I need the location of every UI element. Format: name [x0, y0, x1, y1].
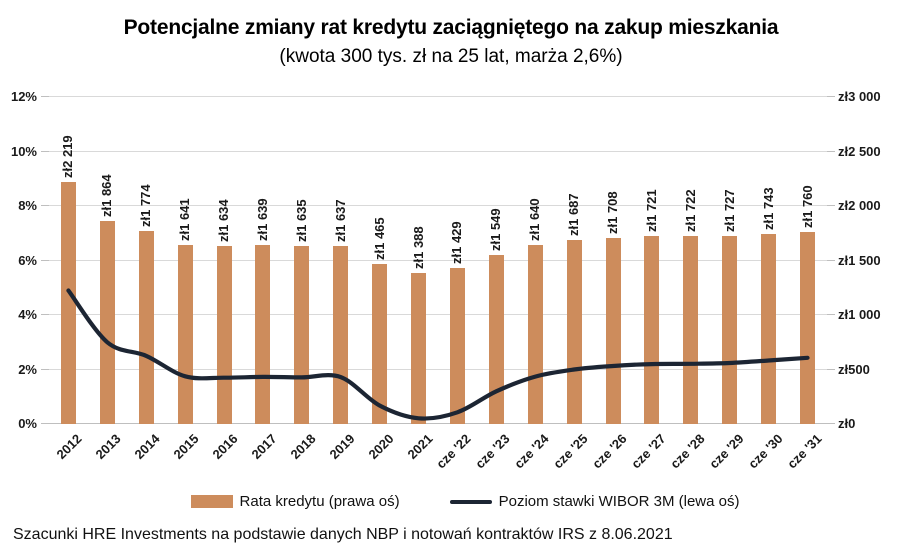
- left-axis-label: 2%: [18, 361, 37, 377]
- gridline: [49, 259, 827, 261]
- legend: Rata kredytu (prawa oś) Poziom stawki WI…: [0, 493, 902, 510]
- right-axis-label: zł500: [838, 361, 870, 377]
- left-axis-label: 10%: [10, 143, 37, 159]
- line-series-swatch: [449, 499, 492, 504]
- chart-subtitle: (kwota 300 tys. zł na 25 lat, marża 2,6%…: [279, 46, 623, 67]
- right-axis-label: zł0: [838, 416, 856, 431]
- left-axis-label: 0%: [18, 416, 37, 431]
- left-axis-tick: [41, 368, 49, 370]
- left-axis-tick: [41, 205, 49, 206]
- gridline: [49, 205, 827, 206]
- bar: [99, 220, 115, 424]
- legend-label: Rata kredytu (prawa oś): [239, 493, 400, 510]
- right-axis-tick: [827, 314, 835, 315]
- wibor-line-chart: [66, 288, 810, 421]
- left-axis-label: 4%: [18, 307, 37, 322]
- bar: [488, 255, 504, 424]
- gridline: [49, 96, 827, 97]
- bar: [372, 264, 388, 424]
- bar: [722, 235, 738, 424]
- bar: [255, 245, 271, 424]
- left-axis-label: 6%: [18, 252, 37, 268]
- source-note: Szacunki HRE Investments na podstawie da…: [13, 526, 673, 543]
- bar: [449, 268, 465, 424]
- left-axis-label: 8%: [18, 198, 37, 213]
- wibor-line: [66, 288, 810, 421]
- left-axis-tick: [41, 259, 49, 261]
- left-axis-tick: [41, 423, 49, 424]
- right-axis-tick: [827, 96, 835, 97]
- bar: [138, 230, 154, 424]
- plot-area: 0% zł0 2% zł500 4% zł1 000 6% zł1 500 8% zł2 000 1…: [11, 89, 881, 471]
- bar: [761, 234, 777, 424]
- right-axis-label: zł2 500: [838, 143, 881, 159]
- bar: [683, 236, 699, 424]
- bar: [60, 182, 76, 424]
- x-axis-line: [49, 423, 827, 424]
- bar-series-swatch: [190, 495, 233, 508]
- legend-label: Poziom stawki WIBOR 3M (lewa oś): [498, 493, 740, 510]
- bar: [605, 237, 621, 424]
- left-axis-tick: [41, 314, 49, 315]
- left-axis-label: 12%: [10, 89, 37, 104]
- left-axis-tick: [41, 96, 49, 97]
- bar: [800, 232, 816, 424]
- chart-title: Potencjalne zmiany rat kredytu zaciągnię…: [123, 16, 779, 39]
- bar: [177, 245, 193, 424]
- bar: [644, 236, 660, 424]
- legend-item-rata-kredytu: Rata kredytu (prawa oś): [190, 493, 400, 510]
- right-axis-label: zł1 500: [838, 252, 881, 268]
- gridline: [49, 368, 827, 370]
- right-axis-tick: [827, 205, 835, 206]
- right-axis-label: zł3 000: [838, 89, 881, 104]
- left-axis-tick: [41, 150, 49, 152]
- right-axis-label: zł1 000: [838, 307, 881, 322]
- bar: [566, 240, 582, 424]
- right-axis-tick: [827, 150, 835, 152]
- right-axis-tick: [827, 259, 835, 261]
- right-axis-tick: [827, 368, 835, 370]
- right-axis-label: zł2 000: [838, 198, 881, 213]
- bar: [411, 272, 427, 424]
- legend-item-wibor: Poziom stawki WIBOR 3M (lewa oś): [449, 493, 740, 510]
- gridline: [49, 150, 827, 152]
- gridline: [49, 314, 827, 315]
- right-axis-tick: [827, 423, 835, 424]
